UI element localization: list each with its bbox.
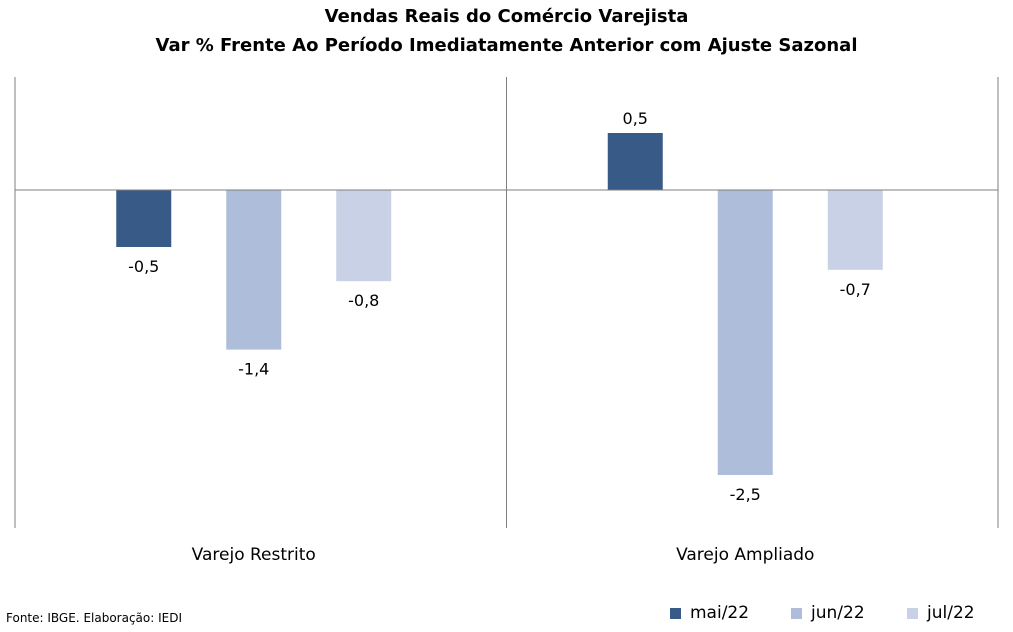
legend-swatch bbox=[670, 607, 681, 619]
legend-swatch bbox=[791, 607, 802, 619]
bar bbox=[226, 190, 282, 350]
bar bbox=[607, 133, 663, 190]
chart-title: Vendas Reais do Comércio Varejista bbox=[324, 6, 689, 27]
bar bbox=[827, 190, 883, 270]
bar bbox=[336, 190, 392, 282]
bar-chart: -0,5 0,5 -1,4 -2,5 -0,8 -0,7 Varejo Restrito Va… bbox=[14, 77, 999, 565]
category-label: Varejo Restrito bbox=[192, 545, 316, 565]
source-note: Fonte: IBGE. Elaboração: IEDI bbox=[6, 611, 183, 625]
bar bbox=[717, 190, 773, 475]
bar bbox=[116, 190, 172, 247]
legend-label: mai/22 bbox=[690, 603, 750, 623]
legend-item-mai22: mai/22 bbox=[670, 603, 749, 623]
data-label: 0,5 bbox=[623, 109, 648, 128]
data-label: -0,8 bbox=[348, 291, 379, 310]
data-label: -1,4 bbox=[238, 360, 269, 379]
legend-swatch bbox=[907, 607, 918, 619]
data-label: -0,5 bbox=[128, 257, 159, 276]
legend-label: jun/22 bbox=[811, 603, 865, 623]
data-label: -0,7 bbox=[840, 280, 871, 299]
chart-subtitle: Var % Frente Ao Período Imediatamente An… bbox=[155, 35, 858, 56]
data-label: -2,5 bbox=[730, 485, 761, 504]
legend-item-jun22: jun/22 bbox=[791, 603, 865, 623]
legend-label: jul/22 bbox=[927, 603, 975, 623]
legend-item-jul22: jul/22 bbox=[907, 603, 975, 623]
category-label: Varejo Ampliado bbox=[676, 545, 814, 565]
